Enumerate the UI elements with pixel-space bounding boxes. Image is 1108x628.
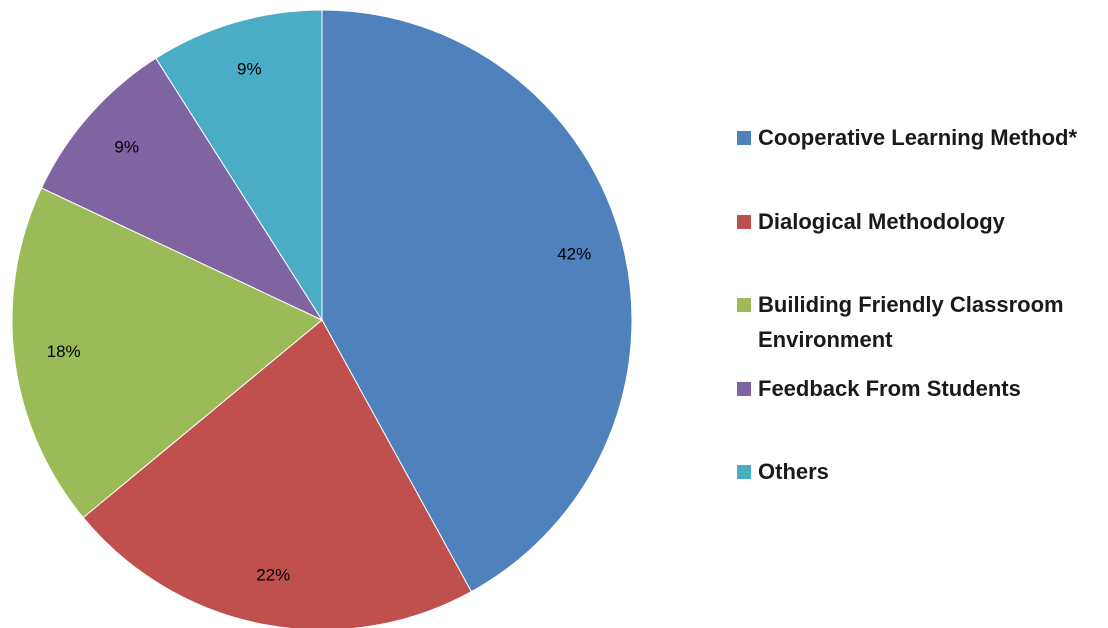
legend-item: Dialogical Methodology — [737, 204, 1097, 239]
legend-swatch — [737, 298, 751, 312]
legend-label: Others — [758, 459, 829, 484]
data-label: 18% — [47, 342, 81, 361]
legend-swatch — [737, 131, 751, 145]
data-label: 9% — [237, 59, 262, 78]
data-label: 22% — [256, 565, 290, 584]
data-label: 42% — [557, 245, 591, 264]
legend-item: Builiding Friendly Classroom Environment — [737, 287, 1097, 357]
legend-item: Cooperative Learning Method* — [737, 120, 1097, 155]
legend-label: Cooperative Learning Method* — [758, 125, 1078, 150]
pie-slice — [82, 319, 473, 628]
legend-swatch — [737, 215, 751, 229]
legend-swatch — [737, 465, 751, 479]
pie-slice — [11, 187, 323, 519]
legend-swatch — [737, 382, 751, 396]
legend-label: Builiding Friendly Classroom Environment — [758, 292, 1064, 352]
pie-slice — [321, 9, 633, 593]
legend-label: Dialogical Methodology — [758, 209, 1005, 234]
legend-item: Feedback From Students — [737, 371, 1097, 406]
data-label: 9% — [114, 137, 139, 156]
legend-item: Others — [737, 454, 1097, 489]
legend-label: Feedback From Students — [758, 376, 1021, 401]
pie-slice — [155, 9, 323, 322]
pie-slice — [40, 57, 324, 322]
